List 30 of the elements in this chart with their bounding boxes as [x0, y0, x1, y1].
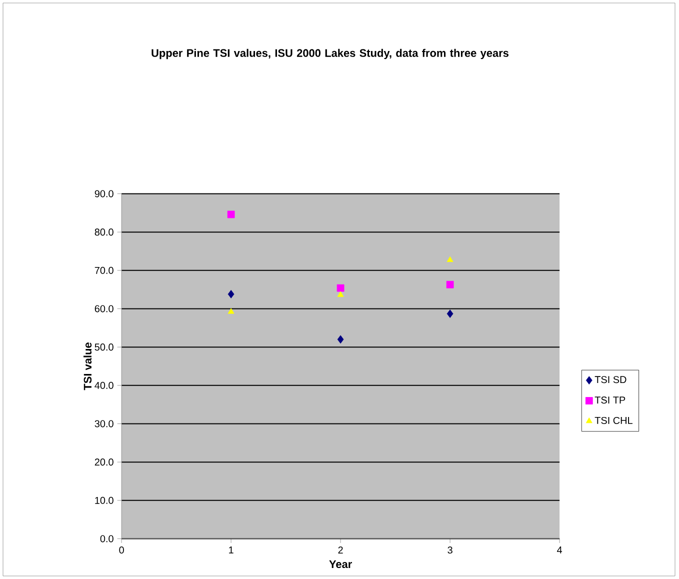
y-tick-label: 60.0	[94, 305, 114, 312]
point	[337, 335, 344, 344]
x-tick-label: 0	[119, 546, 124, 554]
legend-label: TSI CHL	[594, 416, 632, 424]
y-tick-label: 40.0	[94, 382, 114, 389]
y-tick-label: 70.0	[94, 266, 114, 274]
y-tick-label: 30.0	[94, 420, 114, 428]
y-tick-label: 50.0	[94, 344, 114, 351]
x-tick-label: 2	[338, 546, 343, 554]
point	[227, 210, 235, 218]
x-tick-label: 3	[448, 546, 452, 554]
point	[446, 256, 454, 262]
point	[228, 308, 234, 314]
y-tick-label: 20.0	[94, 458, 114, 466]
x-axis-title: Year	[329, 560, 352, 568]
y-axis-title: TSI value	[84, 342, 92, 390]
point	[336, 284, 344, 292]
point	[228, 290, 234, 298]
y-tick-label: 10.0	[95, 496, 114, 504]
y-tick-label: 0.0	[100, 535, 114, 542]
point	[446, 280, 454, 288]
legend-label: TSI SD	[594, 376, 626, 384]
y-tick-label: 80.0	[94, 228, 114, 236]
point	[446, 310, 454, 318]
y-tick-label: 90.0	[94, 190, 114, 198]
x-tick-label: 1	[229, 546, 234, 554]
legend-label: TSI TP	[594, 396, 626, 404]
x-tick-label: 4	[557, 546, 562, 554]
chart-title: Upper Pine TSI values, ISU 2000 Lakes Study, data from three years	[152, 48, 508, 60]
point	[337, 291, 344, 297]
